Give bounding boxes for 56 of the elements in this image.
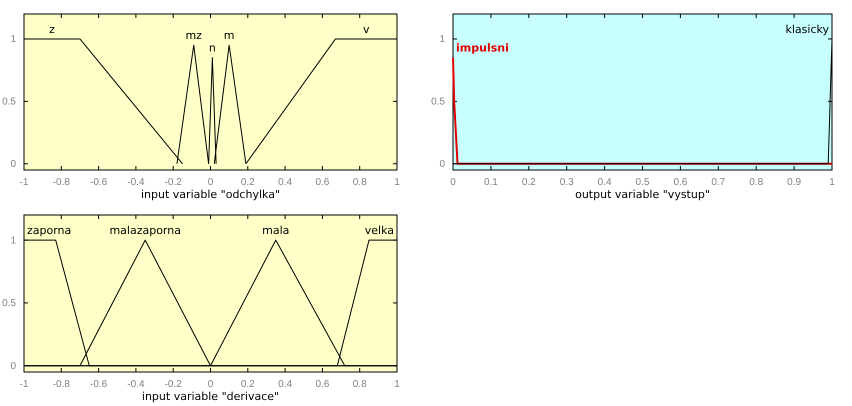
x-tick-label: 0.5 <box>636 177 650 188</box>
x-tick-label: 0.9 <box>787 177 802 188</box>
x-tick-label: 1 <box>829 177 836 188</box>
x-tick-label: 0.8 <box>352 379 368 390</box>
legend-label: z <box>49 22 56 36</box>
x-tick-label: -0.8 <box>52 379 70 390</box>
x-axis-title: output variable "vystup" <box>575 188 710 201</box>
x-tick-label: 0 <box>208 379 214 390</box>
legend-label: zaporna <box>27 224 72 238</box>
x-tick-label: -1 <box>20 379 29 390</box>
x-tick-label: 0.8 <box>352 177 368 188</box>
x-tick-label: 0.6 <box>315 379 330 390</box>
x-tick-label: 1 <box>394 379 400 390</box>
series-label: impulsni <box>456 42 509 55</box>
legend-label: v <box>362 22 370 36</box>
y-tick-label: 0 <box>10 158 16 170</box>
legend-label: mala <box>262 224 290 238</box>
x-tick-label: 1 <box>394 177 400 188</box>
x-tick-label: 0.2 <box>522 177 536 188</box>
x-tick-label: 0.7 <box>711 177 726 188</box>
y-tick-label: 0.5 <box>431 96 446 108</box>
y-tick-label: 0.5 <box>2 298 16 310</box>
x-tick-label: 0.3 <box>560 177 574 188</box>
series-label: n <box>208 42 216 55</box>
y-tick-label: 1 <box>10 235 16 246</box>
x-tick-label: -0.2 <box>164 177 182 188</box>
x-tick-label: 0 <box>208 177 214 188</box>
legend-label: mz <box>185 29 202 42</box>
x-tick-label: 0.8 <box>749 177 764 188</box>
x-tick-label: 0.2 <box>240 177 256 188</box>
legend-label: klasicky <box>786 22 830 36</box>
x-tick-label: 0.4 <box>278 177 292 188</box>
x-tick-label: 0 <box>450 177 456 188</box>
x-tick-label: -1 <box>20 177 29 188</box>
legend-label: velka <box>364 224 394 238</box>
x-tick-label: -0.4 <box>127 177 145 188</box>
series-label: m <box>224 29 235 42</box>
x-tick-label: 0.4 <box>278 379 292 390</box>
x-tick-label: -0.4 <box>127 379 145 390</box>
legend-label: malazaporna <box>109 224 181 238</box>
x-tick-label: -0.6 <box>90 177 108 188</box>
x-tick-label: 0.6 <box>315 177 330 188</box>
x-axis-title: input variable "derivace" <box>142 390 280 403</box>
x-tick-label: 0.1 <box>484 177 498 188</box>
y-tick-label: 0.5 <box>2 96 16 108</box>
x-tick-label: -0.2 <box>164 379 182 390</box>
x-tick-label: -0.8 <box>52 177 70 188</box>
x-tick-label: 0.4 <box>598 177 612 188</box>
y-tick-label: 1 <box>439 34 446 46</box>
y-tick-label: 0 <box>439 158 446 170</box>
x-tick-label: -0.6 <box>90 379 108 390</box>
x-axis-title: input variable "odchylka" <box>141 188 280 201</box>
y-tick-label: 1 <box>10 34 16 46</box>
x-tick-label: 0.6 <box>673 177 688 188</box>
x-tick-label: 0.2 <box>240 379 256 390</box>
y-tick-label: 0 <box>10 360 16 372</box>
